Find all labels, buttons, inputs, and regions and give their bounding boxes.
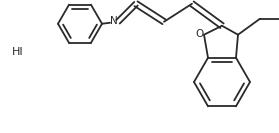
Text: N: N xyxy=(110,16,118,26)
Text: HI: HI xyxy=(12,47,24,57)
Text: O: O xyxy=(195,29,203,39)
